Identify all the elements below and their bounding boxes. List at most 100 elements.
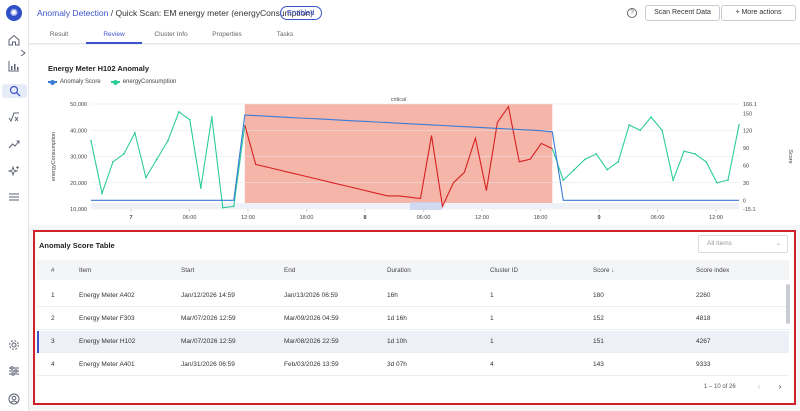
x-tick-label: 9 [597, 215, 600, 221]
table-row[interactable]: 1 Energy Meter A402 Jan/12/2026 14:59 Jan/1… [37, 285, 789, 307]
x-tick-label: 12:00 [709, 215, 723, 221]
prev-page-icon[interactable]: ‹ [757, 382, 761, 391]
energy-consumption-point [123, 152, 125, 155]
tab-properties[interactable]: Properties [212, 31, 242, 38]
row-index: 3 [51, 338, 55, 345]
energy-consumption-point [628, 124, 631, 126]
row-score: 180 [593, 292, 604, 299]
energy-consumption-line [90, 111, 246, 209]
home-icon[interactable] [7, 33, 21, 47]
sparkle-icon[interactable] [7, 164, 21, 178]
row-start: Jan/12/2026 14:59 [181, 292, 235, 299]
energy-consumption-point [661, 129, 664, 132]
formula-icon[interactable] [7, 110, 21, 124]
energy-consumption-point [584, 158, 587, 161]
table-row[interactable]: 3 Energy Meter H102 Mar/07/2026 12:59 Mar/0… [37, 331, 789, 353]
row-score: 143 [593, 361, 604, 368]
legend-item-energy-consumption[interactable]: energyConsumption [110, 79, 176, 85]
energy-consumption-point [145, 176, 147, 179]
y-tick-label: 10,000 [70, 207, 87, 213]
chevron-down-icon: ⌄ [775, 241, 781, 247]
tab-result[interactable]: Result [49, 31, 69, 38]
col-header-index[interactable]: # [51, 267, 55, 274]
energy-consumption-anomaly-line [244, 105, 553, 209]
x-tick-label: 06:00 [417, 215, 431, 221]
expand-chevron-icon[interactable] [18, 46, 28, 60]
row-score: 152 [593, 315, 604, 322]
row-score-index: 2260 [696, 292, 711, 299]
breadcrumb-anomaly-detection-link[interactable]: Anomaly Detection [37, 8, 109, 18]
energy-consumption-point [221, 206, 224, 209]
tab-cluster-info[interactable]: Cluster Info [154, 31, 188, 38]
energy-consumption-line [551, 116, 740, 184]
legend-item-anomaly-score[interactable]: Anomaly Score [48, 79, 101, 85]
energy-consumption-point [639, 129, 642, 132]
sliders-icon[interactable] [7, 364, 21, 378]
row-item: Energy Meter F303 [79, 315, 135, 322]
trend-icon[interactable] [7, 137, 21, 151]
y-tick-label: 40,000 [70, 128, 87, 134]
col-header-duration[interactable]: Duration [387, 267, 411, 274]
y2-tick-label: 166.1 [743, 102, 757, 108]
legend-swatch-anomaly-score [48, 79, 57, 85]
col-header-score-index[interactable]: Score index [696, 267, 730, 274]
table-row[interactable]: 2 Energy Meter F303 Mar/07/2026 12:59 Mar/0… [37, 308, 789, 330]
energy-consumption-point [617, 160, 620, 163]
menu-icon[interactable] [7, 190, 21, 204]
row-item: Energy Meter A401 [79, 361, 135, 368]
row-start: Mar/07/2026 12:59 [181, 315, 236, 322]
app-logo-icon[interactable]: ✺ [6, 5, 22, 21]
settings-gear-icon[interactable] [7, 338, 21, 352]
col-header-start[interactable]: Start [181, 267, 195, 274]
row-start: Mar/07/2026 12:59 [181, 338, 236, 345]
col-header-end[interactable]: End [284, 267, 296, 274]
sort-arrow-icon[interactable]: ↓ [611, 267, 615, 274]
next-page-icon[interactable]: › [778, 382, 782, 391]
line-chart[interactable]: critical 50,000 40,000 30,000 20,000 10,000 16… [29, 45, 800, 225]
anomaly-score-line [91, 114, 739, 201]
anomaly-search-icon[interactable] [2, 84, 27, 98]
chart-title: Energy Meter H102 Anomaly [48, 64, 150, 73]
energy-consumption-point [650, 116, 653, 119]
tab-tasks[interactable]: Tasks [276, 31, 294, 38]
critical-annotation: critical [391, 97, 407, 103]
y-tick-label: 20,000 [70, 181, 87, 187]
energy-consumption-point [232, 205, 235, 208]
y2-tick-label: -15.1 [743, 207, 756, 213]
row-duration: 1d 10h [387, 338, 407, 345]
row-index: 4 [51, 361, 55, 368]
row-cluster-id: 4 [490, 361, 494, 368]
user-profile-icon[interactable] [7, 392, 21, 406]
col-header-item[interactable]: Item [79, 267, 92, 274]
energy-consumption-point [199, 187, 202, 189]
row-duration: 16h [387, 292, 398, 299]
bar-chart-icon[interactable] [7, 59, 21, 73]
help-icon[interactable]: ? [627, 8, 637, 18]
table-row[interactable]: 4 Energy Meter A401 Jan/31/2026 06:59 Feb/0… [37, 354, 789, 376]
col-header-score[interactable]: Score ↓ [593, 267, 614, 274]
tab-review[interactable]: Review [103, 31, 125, 38]
item-filter-select[interactable]: All Items ⌄ [698, 235, 788, 253]
row-score-index: 4818 [696, 315, 711, 322]
row-index: 2 [51, 315, 55, 322]
x-tick-label: 18:00 [300, 215, 314, 221]
y2-tick-label: 0 [743, 198, 746, 204]
y2-tick-label: 90 [743, 146, 749, 152]
anomaly-score-table-panel: Anomaly Score Table All Items ⌄ # Item S… [33, 230, 796, 405]
y2-tick-label: 120 [743, 129, 752, 135]
energy-consumption-point [188, 118, 191, 121]
x-tick-label: 12:00 [241, 215, 255, 221]
energy-consumption-point [155, 158, 158, 161]
row-score-index: 4267 [696, 338, 711, 345]
page-title: Quick Scan: EM energy meter (energyConsu… [115, 8, 313, 18]
left-nav-rail: ✺ [0, 0, 29, 411]
col-header-cluster-id[interactable]: Cluster ID [490, 267, 518, 274]
page-header: Anomaly Detection / Quick Scan: EM energ… [29, 0, 800, 27]
energy-consumption-point [738, 124, 740, 126]
energy-consumption-point [683, 150, 685, 153]
scan-recent-data-button[interactable]: Scan Recent Data [645, 5, 720, 21]
more-actions-button[interactable]: + More actions [721, 5, 796, 21]
x-tick-label: 8 [363, 215, 366, 221]
table-scrollbar[interactable] [786, 284, 790, 324]
energy-consumption-point [112, 160, 114, 163]
